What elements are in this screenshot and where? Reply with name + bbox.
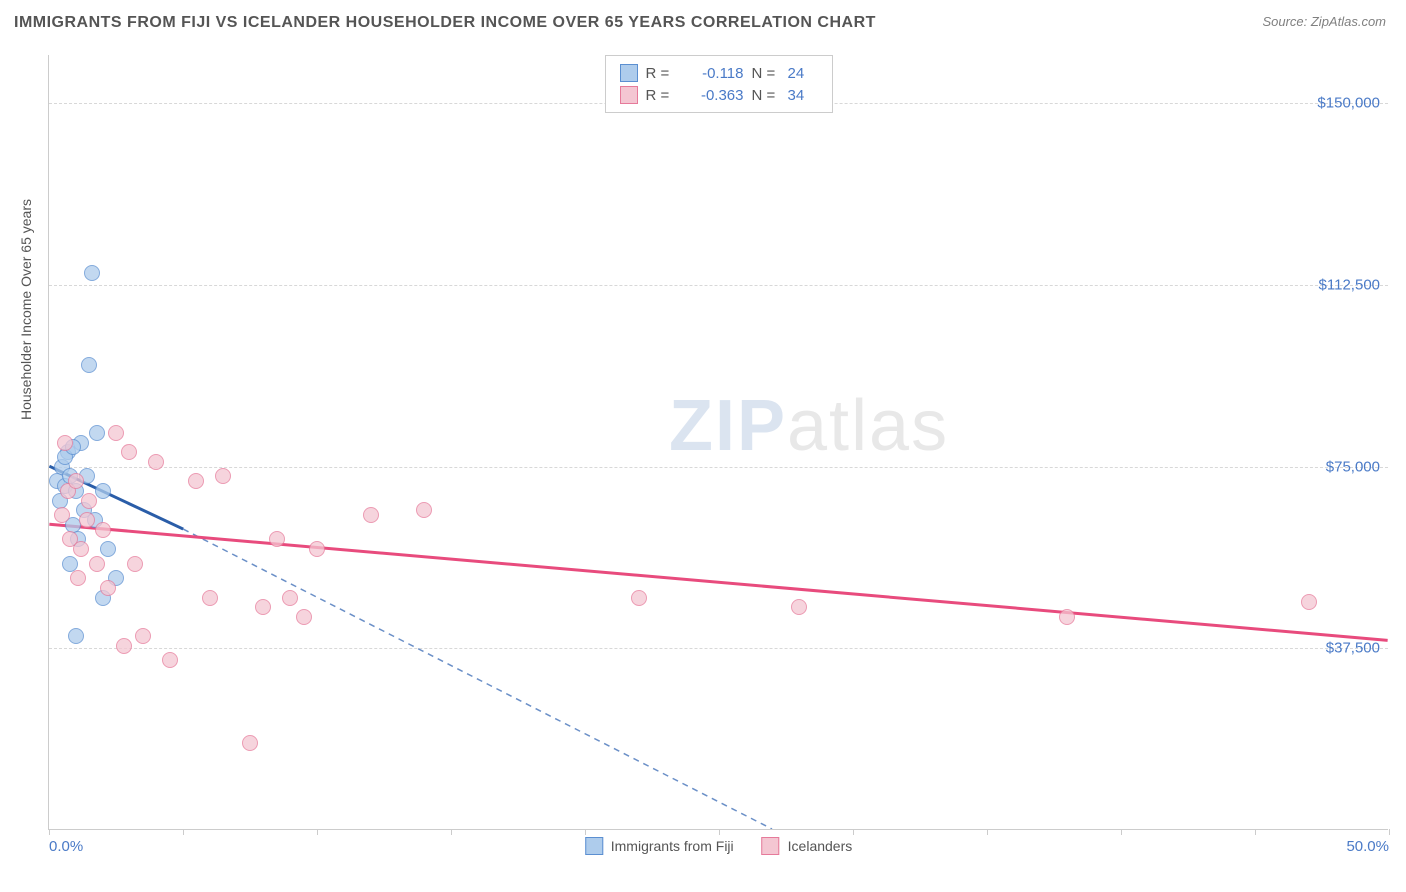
data-point xyxy=(121,444,137,460)
y-tick-label: $150,000 xyxy=(1317,95,1380,112)
data-point xyxy=(89,425,105,441)
data-point xyxy=(269,531,285,547)
watermark-atlas: atlas xyxy=(787,386,949,466)
x-tick xyxy=(719,829,720,835)
data-point xyxy=(95,522,111,538)
data-point xyxy=(202,590,218,606)
legend-row-icelanders: R = -0.363 N = 34 xyxy=(620,84,818,106)
x-tick xyxy=(585,829,586,835)
x-tick xyxy=(451,829,452,835)
data-point xyxy=(135,628,151,644)
data-point xyxy=(79,512,95,528)
data-point xyxy=(791,599,807,615)
trend-lines xyxy=(49,55,1388,829)
legend-item-fiji: Immigrants from Fiji xyxy=(585,837,734,855)
legend-label-icelanders: Icelanders xyxy=(788,838,853,854)
data-point xyxy=(73,541,89,557)
n-label: N = xyxy=(752,65,780,82)
data-point xyxy=(363,507,379,523)
x-tick-label: 0.0% xyxy=(49,838,83,855)
swatch-fiji-bottom xyxy=(585,837,603,855)
data-point xyxy=(162,652,178,668)
watermark: ZIPatlas xyxy=(669,385,949,467)
data-point xyxy=(95,483,111,499)
x-tick xyxy=(317,829,318,835)
data-point xyxy=(1059,609,1075,625)
data-point xyxy=(188,473,204,489)
data-point xyxy=(242,735,258,751)
x-tick xyxy=(1255,829,1256,835)
y-tick-label: $112,500 xyxy=(1319,277,1380,294)
x-tick xyxy=(1389,829,1390,835)
swatch-icelanders-bottom xyxy=(762,837,780,855)
legend-item-icelanders: Icelanders xyxy=(762,837,853,855)
header: IMMIGRANTS FROM FIJI VS ICELANDER HOUSEH… xyxy=(0,0,1406,38)
data-point xyxy=(416,502,432,518)
x-tick xyxy=(1121,829,1122,835)
data-point xyxy=(81,493,97,509)
data-point xyxy=(68,628,84,644)
n-value-fiji: 24 xyxy=(788,65,818,82)
x-tick-label: 50.0% xyxy=(1346,838,1389,855)
data-point xyxy=(62,556,78,572)
data-point xyxy=(309,541,325,557)
data-point xyxy=(89,556,105,572)
data-point xyxy=(255,599,271,615)
gridline xyxy=(49,648,1388,649)
data-point xyxy=(70,570,86,586)
data-point xyxy=(116,638,132,654)
data-point xyxy=(68,473,84,489)
swatch-fiji xyxy=(620,64,638,82)
x-tick xyxy=(183,829,184,835)
data-point xyxy=(81,357,97,373)
r-label: R = xyxy=(646,87,674,104)
n-value-icelanders: 34 xyxy=(788,87,818,104)
x-tick xyxy=(853,829,854,835)
data-point xyxy=(1301,594,1317,610)
y-tick-label: $75,000 xyxy=(1326,458,1380,475)
x-tick xyxy=(987,829,988,835)
watermark-zip: ZIP xyxy=(669,386,787,466)
chart-plot-area: ZIPatlas $37,500$75,000$112,500$150,000 … xyxy=(48,55,1388,830)
data-point xyxy=(54,507,70,523)
data-point xyxy=(57,435,73,451)
source-label: Source: ZipAtlas.com xyxy=(1262,14,1386,29)
data-point xyxy=(296,609,312,625)
series-legend: Immigrants from Fiji Icelanders xyxy=(585,837,853,855)
legend-row-fiji: R = -0.118 N = 24 xyxy=(620,62,818,84)
data-point xyxy=(282,590,298,606)
data-point xyxy=(148,454,164,470)
data-point xyxy=(108,425,124,441)
r-value-fiji: -0.118 xyxy=(682,65,744,82)
x-tick xyxy=(49,829,50,835)
r-label: R = xyxy=(646,65,674,82)
gridline xyxy=(49,285,1388,286)
chart-title: IMMIGRANTS FROM FIJI VS ICELANDER HOUSEH… xyxy=(14,14,876,32)
data-point xyxy=(84,265,100,281)
data-point xyxy=(215,468,231,484)
n-label: N = xyxy=(752,87,780,104)
r-value-icelanders: -0.363 xyxy=(682,87,744,104)
y-tick-label: $37,500 xyxy=(1326,640,1380,657)
correlation-legend: R = -0.118 N = 24 R = -0.363 N = 34 xyxy=(605,55,833,113)
data-point xyxy=(631,590,647,606)
legend-label-fiji: Immigrants from Fiji xyxy=(611,838,734,854)
y-axis-label: Householder Income Over 65 years xyxy=(18,199,34,420)
data-point xyxy=(100,580,116,596)
swatch-icelanders xyxy=(620,86,638,104)
data-point xyxy=(127,556,143,572)
gridline xyxy=(49,467,1388,468)
data-point xyxy=(100,541,116,557)
